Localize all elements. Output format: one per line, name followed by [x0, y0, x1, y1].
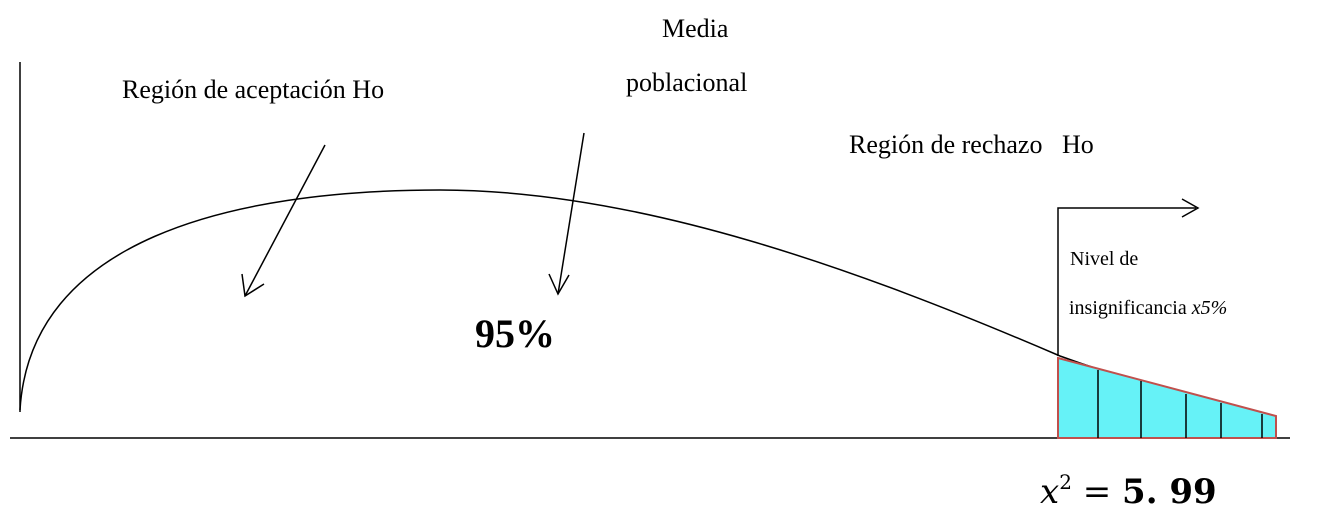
- rejection-region-label: Región de rechazo Ho: [849, 130, 1094, 159]
- population-mean-label-line2: poblacional: [626, 68, 748, 97]
- rejection-region-fill: [1057, 356, 1277, 439]
- chi-equals: =: [1071, 472, 1123, 512]
- chi-exponent: 2: [1059, 470, 1072, 494]
- significance-label-line2: insignificancia x5%: [1069, 297, 1227, 320]
- acceptance-arrow: [241, 144, 326, 298]
- significance-symbol: x5%: [1191, 297, 1228, 319]
- population-mean-arrow: [548, 132, 585, 296]
- chi-value: 5. 99: [1122, 472, 1217, 512]
- population-mean-label-line1: Media: [662, 14, 729, 43]
- significance-text: insignificancia: [1069, 297, 1192, 319]
- acceptance-region-label: Región de aceptación Ho: [122, 75, 385, 104]
- acceptance-percent: 95%: [475, 311, 555, 356]
- chi-variable: x: [1040, 472, 1060, 512]
- rejection-arrow: [1057, 198, 1200, 356]
- significance-label-line1: Nivel de: [1070, 248, 1139, 270]
- critical-value: x2 = 5. 99: [1040, 470, 1217, 512]
